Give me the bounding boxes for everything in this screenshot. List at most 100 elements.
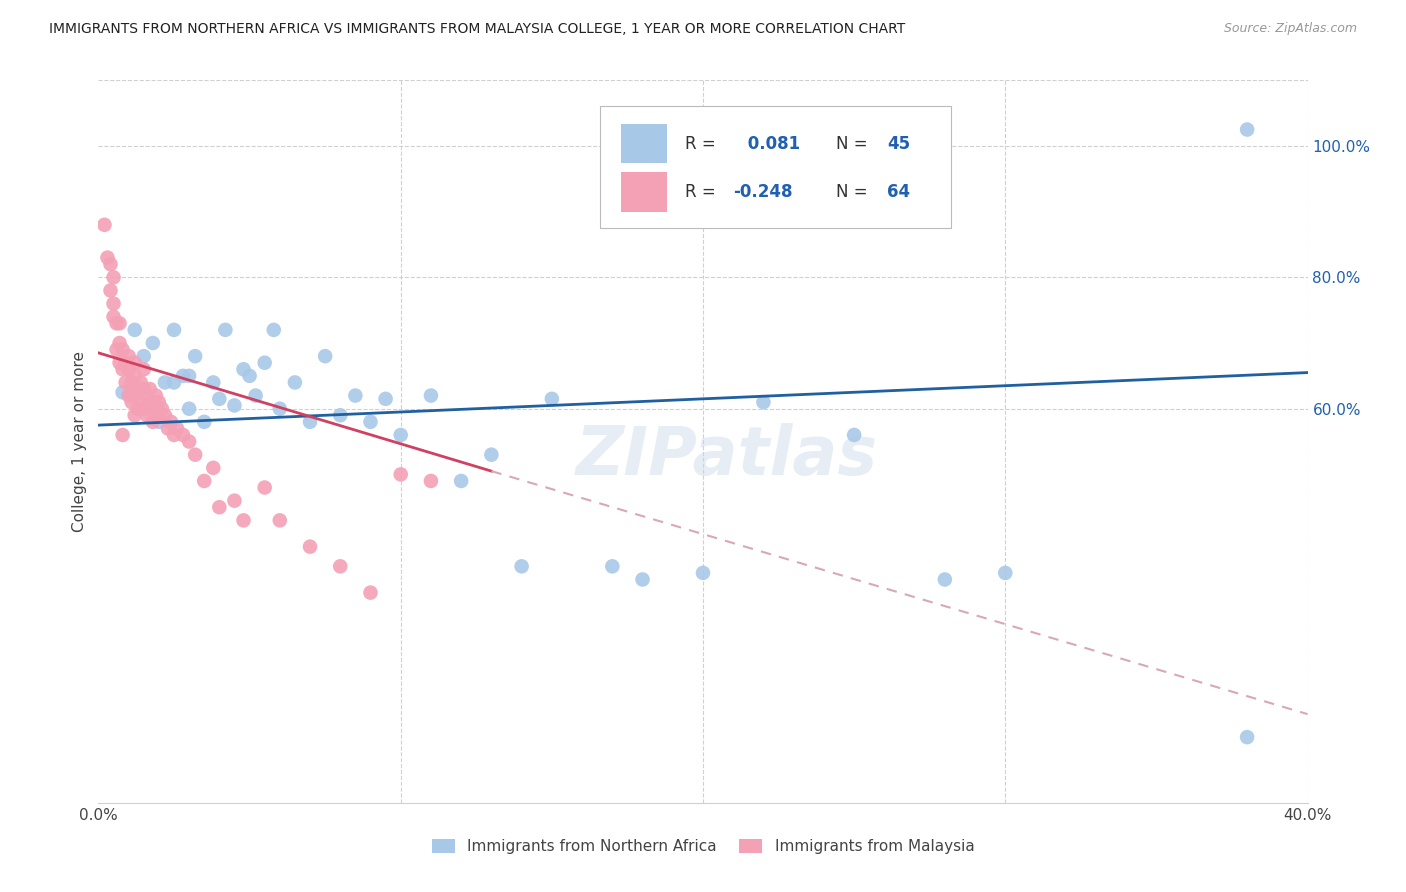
- Point: [132, 362, 155, 376]
- Point: [263, 323, 285, 337]
- Point: [103, 270, 125, 285]
- Y-axis label: College, 1 year or more: College, 1 year or more: [72, 351, 87, 532]
- Point: [127, 401, 149, 416]
- Point: [105, 343, 128, 357]
- Point: [631, 573, 654, 587]
- Point: [156, 421, 179, 435]
- Point: [299, 415, 322, 429]
- FancyBboxPatch shape: [621, 172, 666, 211]
- Point: [253, 481, 276, 495]
- Point: [172, 428, 194, 442]
- Point: [160, 415, 183, 429]
- Point: [193, 474, 215, 488]
- Point: [139, 382, 162, 396]
- Point: [299, 540, 322, 554]
- Point: [224, 398, 246, 412]
- Point: [1236, 122, 1258, 136]
- Point: [148, 395, 170, 409]
- Point: [420, 474, 443, 488]
- Point: [172, 368, 194, 383]
- Point: [135, 409, 157, 423]
- Point: [208, 500, 231, 515]
- Point: [100, 284, 122, 298]
- Point: [118, 362, 141, 376]
- Point: [934, 573, 956, 587]
- Text: 0.081: 0.081: [742, 135, 800, 153]
- Point: [994, 566, 1017, 580]
- Text: Source: ZipAtlas.com: Source: ZipAtlas.com: [1223, 22, 1357, 36]
- Point: [148, 415, 170, 429]
- Point: [193, 415, 215, 429]
- Point: [232, 362, 254, 376]
- Point: [232, 513, 254, 527]
- Text: -0.248: -0.248: [734, 183, 793, 202]
- Point: [145, 409, 167, 423]
- Point: [132, 349, 155, 363]
- Point: [124, 409, 146, 423]
- Point: [481, 448, 503, 462]
- Point: [284, 376, 307, 390]
- Point: [96, 251, 118, 265]
- Point: [124, 368, 146, 383]
- Point: [124, 356, 146, 370]
- Point: [450, 474, 472, 488]
- Point: [163, 428, 186, 442]
- Point: [389, 428, 412, 442]
- Point: [163, 323, 186, 337]
- Point: [692, 566, 714, 580]
- Point: [118, 349, 141, 363]
- Point: [844, 428, 866, 442]
- Point: [121, 395, 143, 409]
- Point: [111, 362, 134, 376]
- Point: [253, 356, 276, 370]
- Point: [510, 559, 533, 574]
- Point: [269, 401, 291, 416]
- FancyBboxPatch shape: [600, 105, 950, 228]
- Point: [202, 376, 225, 390]
- Point: [420, 388, 443, 402]
- Point: [153, 409, 176, 423]
- Point: [93, 218, 115, 232]
- Point: [132, 401, 155, 416]
- Point: [100, 257, 122, 271]
- Point: [142, 395, 165, 409]
- Point: [142, 415, 165, 429]
- Point: [179, 368, 201, 383]
- Point: [344, 388, 367, 402]
- Point: [124, 323, 146, 337]
- Point: [121, 376, 143, 390]
- Point: [114, 376, 136, 390]
- Point: [166, 421, 188, 435]
- Point: [314, 349, 336, 363]
- Point: [118, 388, 141, 402]
- Point: [108, 356, 131, 370]
- Point: [111, 385, 134, 400]
- FancyBboxPatch shape: [621, 124, 666, 163]
- Point: [245, 388, 267, 402]
- Point: [108, 336, 131, 351]
- Text: 45: 45: [887, 135, 910, 153]
- Text: N =: N =: [837, 183, 873, 202]
- Legend: Immigrants from Northern Africa, Immigrants from Malaysia: Immigrants from Northern Africa, Immigra…: [426, 833, 980, 860]
- Point: [202, 460, 225, 475]
- Point: [135, 388, 157, 402]
- Point: [127, 382, 149, 396]
- Text: 64: 64: [887, 183, 910, 202]
- Text: N =: N =: [837, 135, 873, 153]
- Point: [214, 323, 236, 337]
- Point: [105, 316, 128, 330]
- Point: [142, 336, 165, 351]
- Point: [752, 395, 775, 409]
- Point: [1236, 730, 1258, 744]
- Text: R =: R =: [685, 135, 721, 153]
- Point: [139, 401, 162, 416]
- Point: [145, 388, 167, 402]
- Point: [114, 356, 136, 370]
- Point: [153, 376, 176, 390]
- Point: [389, 467, 412, 482]
- Point: [208, 392, 231, 406]
- Point: [360, 415, 382, 429]
- Point: [111, 428, 134, 442]
- Point: [374, 392, 396, 406]
- Point: [184, 349, 207, 363]
